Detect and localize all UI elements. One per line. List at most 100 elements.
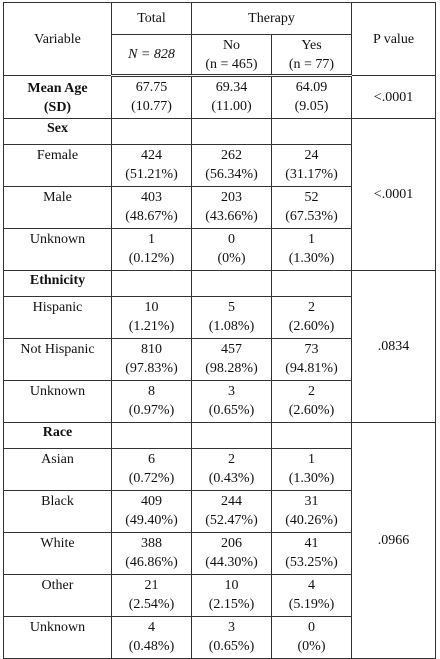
cell-line: (11.00): [211, 99, 252, 114]
row: Unknown 1 (0.12%) 0 (0%) 1 (1.30%): [3, 228, 436, 271]
row: Unknown 8 (0.97%) 3 (0.65%) 2 (2.60%): [3, 380, 436, 423]
cell-line: (0.65%): [208, 639, 255, 654]
yes-cell: 73 (94.81%): [271, 338, 352, 381]
total-cell: 8 (0.97%): [111, 380, 192, 423]
cell-line: (67.53%): [285, 209, 338, 224]
total-cell: 67.75 (10.77): [111, 75, 192, 119]
cell-line: 0: [228, 232, 235, 247]
cell-line: 2: [308, 384, 315, 399]
yes-cell: 1 (1.30%): [271, 228, 352, 271]
no-cell: 69.34 (11.00): [191, 75, 272, 119]
cell-line: 206: [221, 536, 242, 551]
yes-cell: 64.09 (9.05): [271, 75, 352, 119]
section-title: Race: [3, 422, 112, 449]
cell-line: 2: [228, 452, 235, 467]
header-row: Variable Total Therapy P value: [3, 2, 436, 76]
cell-line: 3: [228, 384, 235, 399]
cell-line: (0%): [297, 639, 326, 654]
total-header: Total: [111, 2, 192, 35]
no-cell: 262 (56.34%): [191, 144, 272, 187]
cell-line: (46.86%): [125, 555, 178, 570]
row-label: Unknown: [3, 380, 112, 423]
cell-line: 4: [308, 578, 315, 593]
row: Female 424 (51.21%) 262 (56.34%) 24 (31.17%): [3, 144, 436, 187]
p-value: <.0001: [351, 75, 436, 119]
row-label: Black: [3, 490, 112, 533]
cell-line: 1: [148, 232, 155, 247]
p-value: <.0001: [351, 118, 436, 271]
row: Not Hispanic 810 (97.83%) 457 (98.28%) 73 (94.…: [3, 338, 436, 381]
cell-line: 73: [304, 342, 319, 357]
cell-line: 0: [308, 620, 315, 635]
section-row: Ethnicity .0834: [3, 270, 436, 423]
cell-line: 388: [141, 536, 162, 551]
cell-line: (1.30%): [288, 471, 335, 486]
section-row: Race .0966: [3, 422, 436, 659]
cell-line: 457: [221, 342, 242, 357]
no-cell: 457 (98.28%): [191, 338, 272, 381]
cell-line: (44.30%): [205, 555, 258, 570]
empty-cell: [191, 270, 272, 297]
header-row: N = 828 No (n = 465) Yes (n = 77): [4, 34, 436, 77]
yes-cell: 41 (53.25%): [271, 532, 352, 575]
row-label: Mean Age (SD): [3, 75, 112, 119]
cell-line: (10.77): [131, 99, 172, 114]
cell-line: (31.17%): [285, 167, 338, 182]
row: Black 409 (49.40%) 244 (52.47%) 31 (40.26%): [3, 490, 436, 533]
empty-cell: [271, 422, 352, 449]
total-cell: 21 (2.54%): [111, 574, 192, 617]
yes-header: Yes (n = 77): [271, 34, 352, 77]
no-cell: 0 (0%): [191, 228, 272, 271]
cell-line: (2.60%): [288, 403, 335, 418]
cell-line: 409: [141, 494, 162, 509]
cell-line: (SD): [43, 99, 72, 115]
row-label: Male: [3, 186, 112, 229]
total-cell: 409 (49.40%): [111, 490, 192, 533]
table-header: Variable Total Therapy P value N = 828 N…: [3, 2, 436, 77]
cell-line: 2: [308, 300, 315, 315]
cell-line: 203: [221, 190, 242, 205]
total-cell: 6 (0.72%): [111, 448, 192, 491]
no-cell: 3 (0.65%): [191, 616, 272, 659]
yes-cell: 2 (2.60%): [271, 380, 352, 423]
p-header: P value: [351, 2, 436, 76]
cell-line: (0.72%): [128, 471, 175, 486]
section-title: Sex: [3, 118, 112, 145]
cell-line: 64.09: [295, 80, 328, 95]
cell-line: (51.21%): [125, 167, 178, 182]
no-n: (n = 465): [205, 56, 258, 72]
row-label: Other: [3, 574, 112, 617]
cell-line: (94.81%): [285, 361, 338, 376]
total-cell: 1 (0.12%): [111, 228, 192, 271]
total-n: N = 828: [111, 34, 192, 77]
yes-cell: 0 (0%): [271, 616, 352, 659]
cell-line: (0.97%): [128, 403, 175, 418]
cell-line: (56.34%): [205, 167, 258, 182]
p-value: .0966: [351, 422, 436, 659]
cell-line: (53.25%): [285, 555, 338, 570]
yes-cell: 31 (40.26%): [271, 490, 352, 533]
p-value: .0834: [351, 270, 436, 423]
cell-line: (49.40%): [125, 513, 178, 528]
total-cell: 810 (97.83%): [111, 338, 192, 381]
cell-line: 52: [304, 190, 319, 205]
empty-cell: [111, 422, 192, 449]
cell-line: (43.66%): [205, 209, 258, 224]
yes-cell: 24 (31.17%): [271, 144, 352, 187]
cell-line: 3: [228, 620, 235, 635]
yes-cell: 1 (1.30%): [271, 448, 352, 491]
cell-line: (0.43%): [208, 471, 255, 486]
cell-line: (0.12%): [128, 251, 175, 266]
row: Male 403 (48.67%) 203 (43.66%) 52 (67.53%): [3, 186, 436, 229]
yes-cell: 2 (2.60%): [271, 296, 352, 339]
row-label: Asian: [3, 448, 112, 491]
no-cell: 3 (0.65%): [191, 380, 272, 423]
empty-cell: [111, 118, 192, 145]
cell-line: (52.47%): [205, 513, 258, 528]
cell-line: (1.30%): [288, 251, 335, 266]
empty-cell: [191, 118, 272, 145]
no-cell: 5 (1.08%): [191, 296, 272, 339]
row-label: White: [3, 532, 112, 575]
